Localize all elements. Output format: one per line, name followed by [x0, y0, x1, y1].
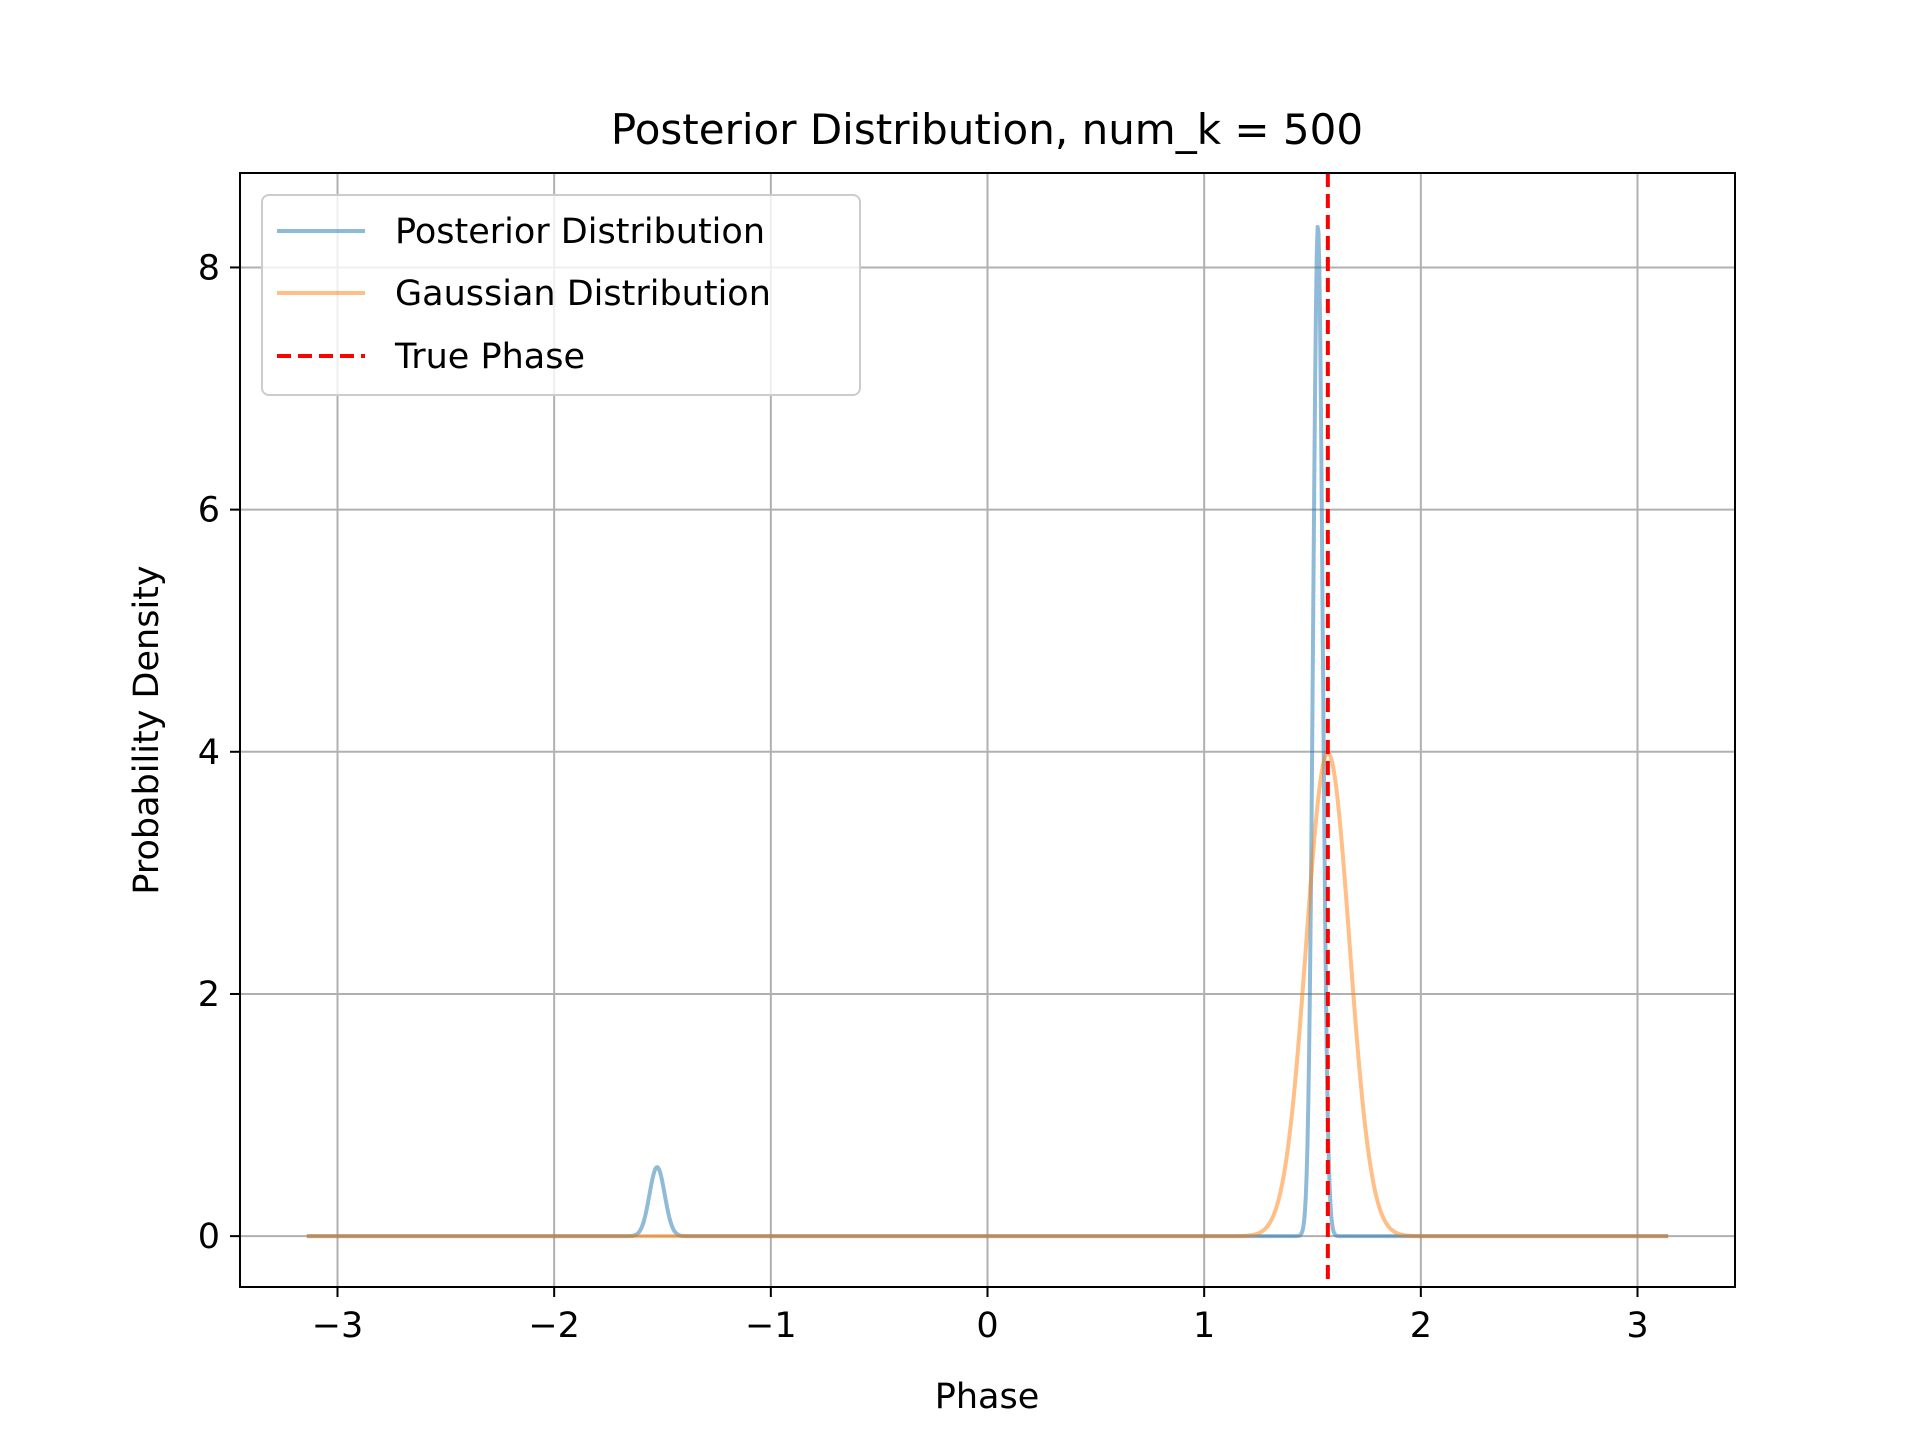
x-tick-label: 1: [1193, 1306, 1215, 1346]
x-axis-label: Phase: [935, 1377, 1040, 1417]
legend-label-gaussian: Gaussian Distribution: [395, 274, 771, 314]
x-tick-label: −1: [745, 1306, 797, 1346]
x-tick-label: 0: [976, 1306, 998, 1346]
y-axis-ticks: 0 2 4 6 8: [198, 248, 240, 1257]
chart-title: Posterior Distribution, num_k = 500: [611, 105, 1363, 154]
legend-label-true-phase: True Phase: [394, 337, 585, 377]
y-tick-label: 2: [198, 975, 220, 1015]
legend-box: [261, 194, 861, 396]
y-axis-label: Probability Density: [127, 565, 167, 894]
y-tick-label: 6: [198, 491, 220, 531]
y-tick-label: 8: [198, 248, 220, 288]
x-axis-ticks: −3 −2 −1 0 1 2 3: [312, 1287, 1649, 1346]
y-tick-label: 0: [198, 1217, 220, 1257]
legend: Posterior Distribution Gaussian Distribu…: [261, 194, 861, 396]
x-tick-label: −3: [312, 1306, 364, 1346]
x-tick-label: 2: [1410, 1306, 1432, 1346]
plot-lines: [305, 173, 1670, 1287]
y-tick-label: 4: [198, 733, 220, 773]
x-tick-label: −2: [528, 1306, 580, 1346]
x-tick-label: 3: [1626, 1306, 1648, 1346]
legend-label-posterior: Posterior Distribution: [395, 212, 765, 252]
gaussian-distribution-line: [305, 751, 1670, 1239]
